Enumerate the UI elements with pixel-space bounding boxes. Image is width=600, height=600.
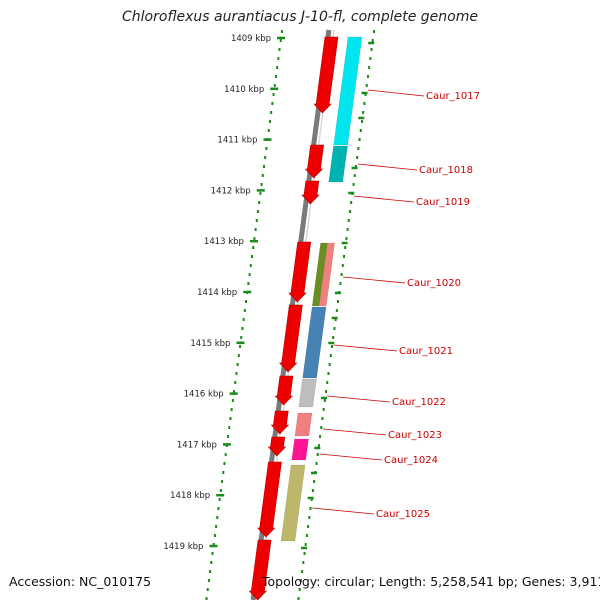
gene-feature-bar: [333, 36, 363, 146]
gene-label-line: [367, 89, 425, 97]
forward-strand-gene-arrow: [313, 36, 339, 114]
accession-text: Accession: NC_010175: [9, 574, 152, 589]
forward-strand-gene-arrow: [278, 304, 303, 373]
forward-strand-gene-arrow: [288, 241, 312, 303]
gene-label-line: [333, 344, 398, 352]
gene-label-line: [342, 276, 406, 284]
forward-strand-gene-arrow: [257, 461, 282, 538]
gene-label: Caur_1024: [384, 455, 438, 466]
forward-strand-gene-arrow: [267, 436, 287, 457]
gene-label-line: [322, 428, 387, 436]
forward-strand-gene-arrow: [274, 375, 294, 406]
gene-feature-bar: [298, 378, 317, 408]
scale-tick-label: 1417 kbp: [177, 440, 217, 450]
gene-feature-bar: [302, 306, 327, 379]
scale-tick-label: 1414 kbp: [197, 288, 237, 298]
topology-text: Topology: circular; Length: 5,258,541 bp…: [262, 574, 600, 589]
gene-label-line: [357, 163, 418, 171]
scale-tick-label: 1411 kbp: [217, 136, 257, 146]
scale-tick-label: 1413 kbp: [204, 237, 244, 247]
gene-label: Caur_1019: [416, 197, 470, 208]
forward-strand-gene-arrow: [248, 539, 272, 600]
scale-tick-label: 1412 kbp: [211, 186, 251, 196]
gene-feature-bar: [280, 464, 306, 542]
scale-tick-label: 1418 kbp: [170, 491, 210, 501]
map-title: Chloroflexus aurantiacus J-10-fl, comple…: [122, 9, 478, 25]
gene-label: Caur_1021: [399, 346, 453, 357]
gene-feature-bar: [291, 438, 309, 461]
scale-tick-label: 1415 kbp: [190, 339, 230, 349]
scale-dotted-line: [205, 30, 283, 600]
scale-tick-label: 1419 kbp: [163, 542, 203, 552]
forward-strand-gene-arrow: [301, 180, 320, 205]
gene-label: Caur_1017: [426, 91, 480, 102]
scale-tick-label: 1416 kbp: [184, 390, 224, 400]
gene-feature-bar: [328, 145, 348, 183]
forward-strand-gene-arrow: [270, 410, 290, 435]
gene-label-line: [327, 395, 391, 403]
gene-label: Caur_1020: [407, 278, 461, 289]
outer-dotted-line: [297, 30, 375, 600]
gene-label: Caur_1023: [388, 430, 442, 441]
scale-tick-label: 1409 kbp: [231, 34, 271, 44]
scale-tick-label: 1410 kbp: [224, 85, 264, 95]
gene-label-line: [319, 453, 383, 461]
gene-feature-bar: [294, 412, 313, 437]
gene-label-line: [353, 195, 415, 203]
gene-label: Caur_1022: [392, 397, 446, 408]
gene-label: Caur_1018: [419, 165, 473, 176]
gene-label-line: [312, 507, 375, 515]
gene-label: Caur_1025: [376, 509, 430, 520]
forward-strand-gene-arrow: [304, 144, 324, 179]
gene-feature-bar-secondary: [319, 243, 335, 306]
